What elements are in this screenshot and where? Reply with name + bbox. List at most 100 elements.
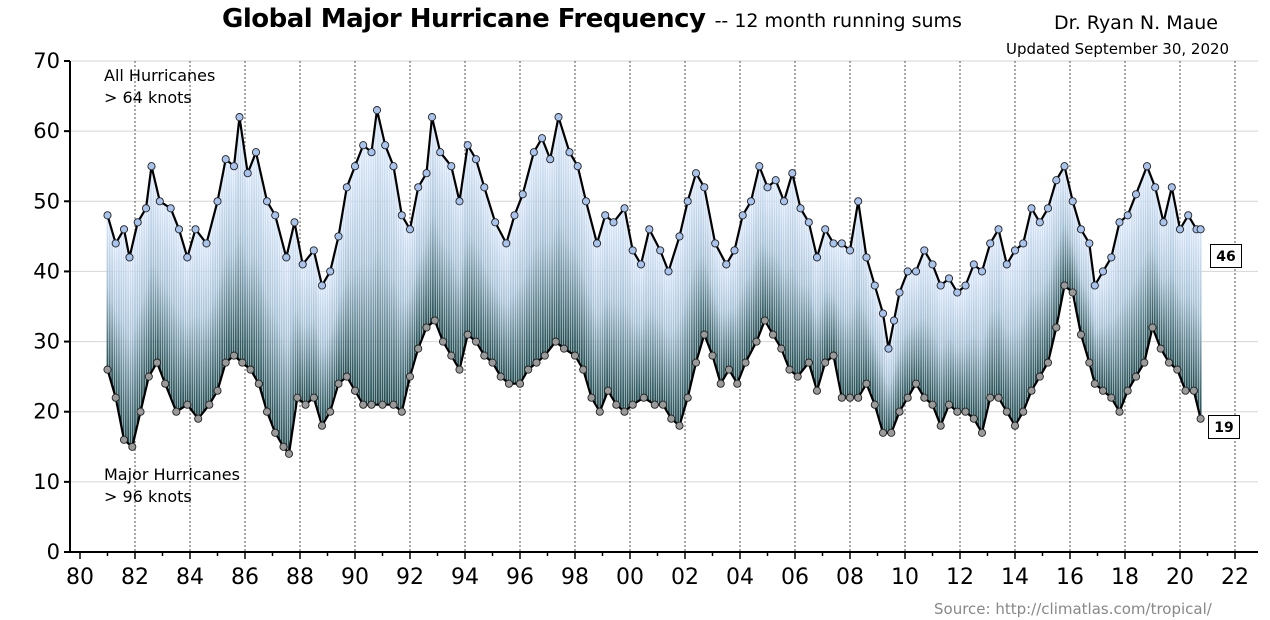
updated-date: Updated September 30, 2020 xyxy=(1006,40,1230,58)
all-hurricanes-point xyxy=(878,309,888,318)
fill-stripe xyxy=(296,238,299,399)
major-hurricanes-point xyxy=(367,400,376,409)
fill-stripe xyxy=(402,217,405,406)
fill-stripe xyxy=(1039,221,1042,376)
major-hurricanes-point xyxy=(1019,407,1028,416)
all-hurricanes-point xyxy=(502,239,511,248)
major-hurricanes-point xyxy=(675,421,684,430)
fill-stripe xyxy=(686,203,689,400)
fill-stripe xyxy=(910,271,913,391)
all-hurricanes-point xyxy=(788,169,797,178)
major-hurricanes-point xyxy=(977,428,987,437)
all-hurricanes-point xyxy=(700,183,709,192)
fill-stripe xyxy=(324,280,327,421)
major-hurricanes-point xyxy=(389,400,398,409)
major-hurricanes-point xyxy=(1189,386,1198,395)
chart-title: Global Major Hurricane Frequency -- 12 m… xyxy=(222,4,962,34)
fill-stripe xyxy=(865,254,867,385)
axis-layer: 0 10 20 30 40 50 60 70 80 82 84 86 88 90 92 94 96 98 00 02 0… xyxy=(33,49,1258,590)
fill-stripe xyxy=(1124,217,1126,398)
all-hurricanes-point xyxy=(298,260,307,269)
all-hurricanes-point xyxy=(326,267,335,276)
all-hurricanes-point xyxy=(573,162,582,171)
major-hurricanes-point xyxy=(845,393,855,402)
fill-stripe xyxy=(464,163,466,347)
fill-stripe xyxy=(260,174,262,392)
all-hurricanes-point xyxy=(309,246,318,255)
fill-stripe xyxy=(943,282,945,418)
fill-stripe xyxy=(839,243,842,394)
fill-stripe xyxy=(1137,187,1140,372)
fill-stripe xyxy=(965,281,968,413)
major-hurricanes-point xyxy=(920,393,929,402)
fill-stripe xyxy=(1046,209,1048,365)
major-hurricanes-point xyxy=(183,400,192,409)
fill-stripe xyxy=(888,346,890,433)
fill-stripe xyxy=(940,284,943,424)
x-tick-label: 80 xyxy=(66,565,94,590)
fill-stripe xyxy=(736,236,739,383)
fill-stripe xyxy=(189,248,191,409)
fill-stripe xyxy=(1195,228,1197,401)
all-hurricanes-point xyxy=(601,211,610,220)
fill-stripe xyxy=(422,177,425,335)
y-tick-label: 20 xyxy=(33,400,60,424)
fill-stripe xyxy=(555,126,558,343)
y-tick-label: 30 xyxy=(33,330,60,354)
all-hurricanes-point xyxy=(1131,190,1141,199)
fill-stripe xyxy=(629,236,631,408)
fill-stripe xyxy=(766,187,769,326)
fill-stripe xyxy=(221,177,223,376)
fill-stripe xyxy=(1119,221,1122,410)
all-hurricanes-point xyxy=(397,211,406,220)
fill-stripe xyxy=(360,148,363,403)
fill-stripe xyxy=(901,284,904,407)
fill-stripe xyxy=(294,227,297,411)
major-hurricanes-point xyxy=(928,400,937,409)
fill-stripe xyxy=(1018,246,1021,418)
major-hurricanes-point xyxy=(862,379,871,388)
fill-stripe xyxy=(1098,276,1101,388)
fill-stripe xyxy=(585,203,588,381)
fill-stripe xyxy=(1121,219,1124,404)
fill-stripe xyxy=(262,184,265,400)
fill-stripe xyxy=(319,279,322,422)
fill-stripe xyxy=(308,256,311,402)
fill-stripe xyxy=(1144,169,1147,357)
fill-stripe xyxy=(1190,220,1193,391)
fill-stripe xyxy=(762,175,764,326)
fill-stripe xyxy=(633,253,636,404)
fill-stripe xyxy=(542,140,544,358)
major-hurricanes-point xyxy=(405,372,415,381)
fill-stripe xyxy=(638,261,641,401)
major-hurricanes-point xyxy=(1068,288,1077,297)
fill-stripe xyxy=(578,174,581,364)
major-hurricanes-point xyxy=(1123,386,1132,395)
fill-stripe xyxy=(372,138,375,405)
fill-stripe xyxy=(963,286,966,412)
all-hurricanes-point xyxy=(1184,211,1193,220)
x-tick-label: 18 xyxy=(1111,565,1139,590)
all-hurricanes-point xyxy=(895,288,904,297)
fill-stripe xyxy=(477,168,480,347)
all-hurricanes-annotation: All Hurricanes > 64 knots xyxy=(104,65,215,109)
fill-stripe xyxy=(826,232,828,362)
fill-stripe xyxy=(745,208,748,360)
fill-stripe xyxy=(491,213,494,363)
fill-stripe xyxy=(287,247,290,454)
fill-stripe xyxy=(370,151,372,405)
fill-stripe xyxy=(1156,195,1158,340)
fill-stripe xyxy=(755,179,757,343)
fill-stripe xyxy=(560,125,563,347)
fill-stripe xyxy=(450,166,453,356)
major-hurricanes-point xyxy=(397,407,406,416)
fill-stripe xyxy=(1188,216,1191,391)
fill-stripe xyxy=(539,140,542,360)
all-hurricanes-point xyxy=(537,134,547,143)
fill-stripe xyxy=(445,160,448,348)
fill-stripe xyxy=(679,232,682,423)
fill-stripe xyxy=(617,215,620,407)
fill-stripe xyxy=(182,243,185,408)
fill-stripe xyxy=(473,156,476,341)
all-hurricanes-point xyxy=(645,225,654,234)
